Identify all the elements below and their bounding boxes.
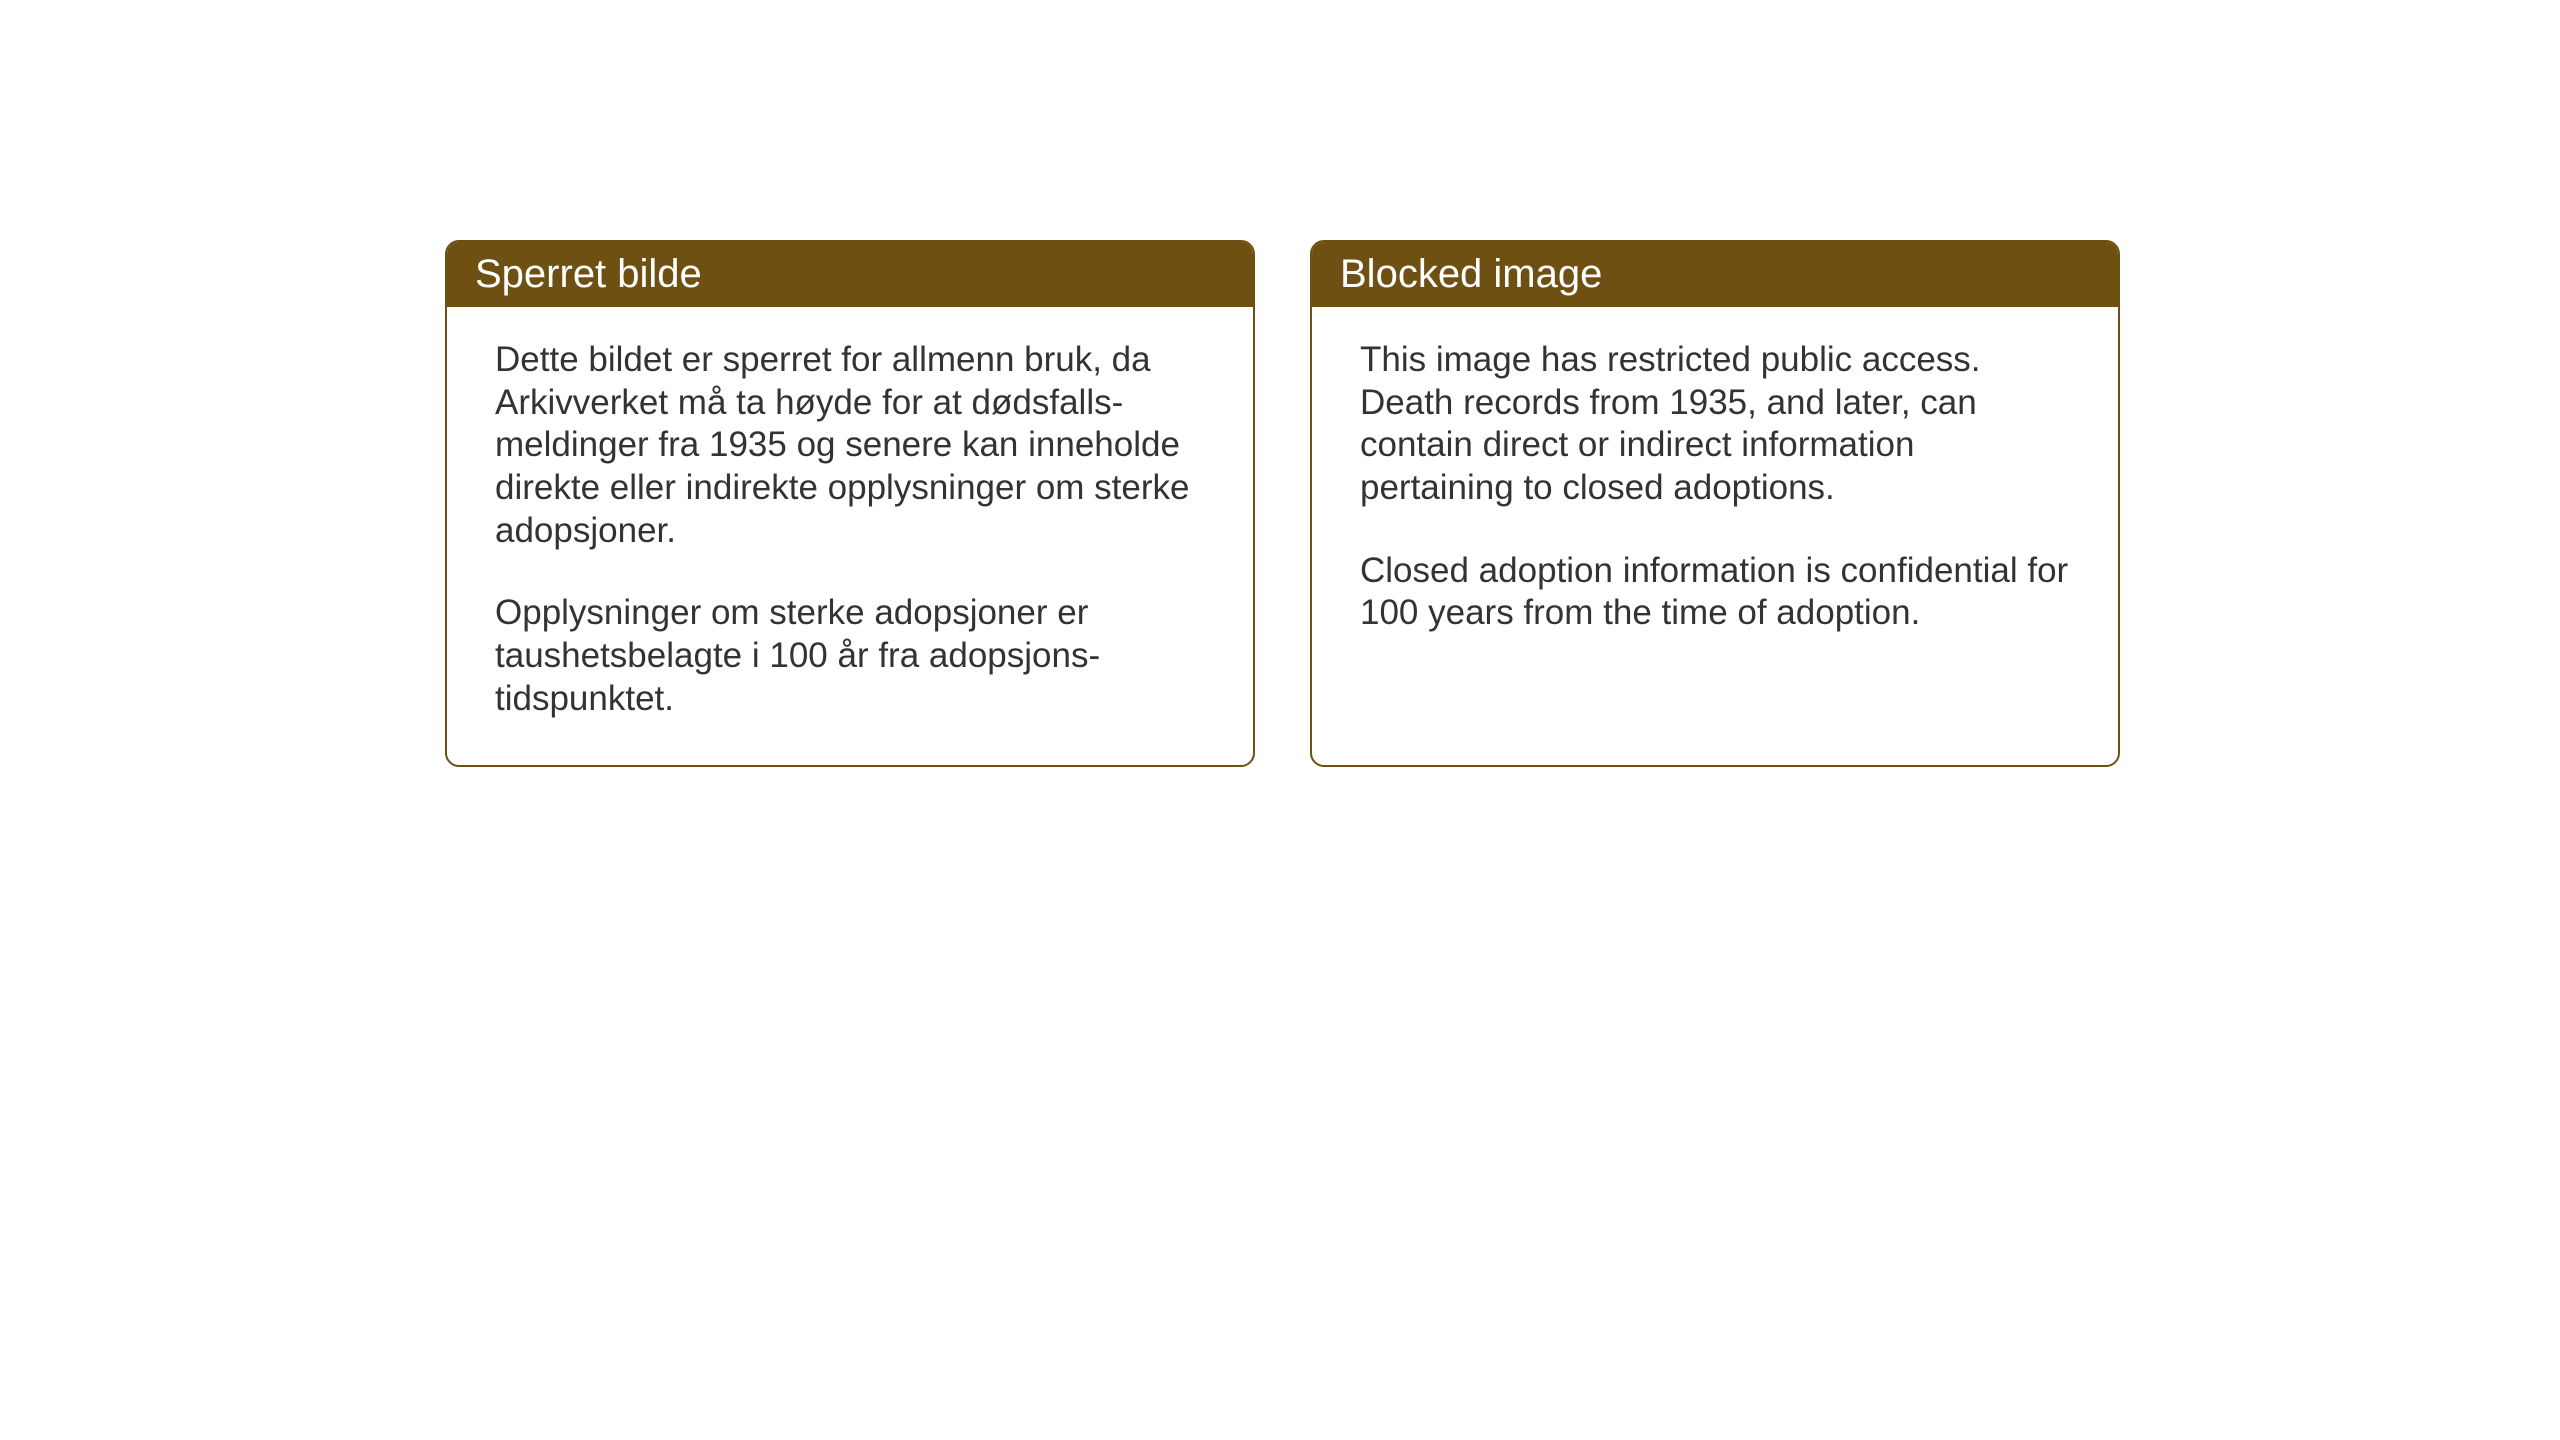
notice-body-norwegian: Dette bildet er sperret for allmenn bruk… <box>447 307 1253 765</box>
notice-container: Sperret bilde Dette bildet er sperret fo… <box>445 240 2120 767</box>
notice-paragraph-english-1: This image has restricted public access.… <box>1360 339 2070 510</box>
notice-header-norwegian: Sperret bilde <box>447 242 1253 307</box>
notice-box-norwegian: Sperret bilde Dette bildet er sperret fo… <box>445 240 1255 767</box>
notice-paragraph-norwegian-1: Dette bildet er sperret for allmenn bruk… <box>495 339 1205 552</box>
notice-box-english: Blocked image This image has restricted … <box>1310 240 2120 767</box>
notice-header-english: Blocked image <box>1312 242 2118 307</box>
notice-paragraph-norwegian-2: Opplysninger om sterke adopsjoner er tau… <box>495 592 1205 720</box>
notice-paragraph-english-2: Closed adoption information is confident… <box>1360 550 2070 635</box>
notice-body-english: This image has restricted public access.… <box>1312 307 2118 679</box>
